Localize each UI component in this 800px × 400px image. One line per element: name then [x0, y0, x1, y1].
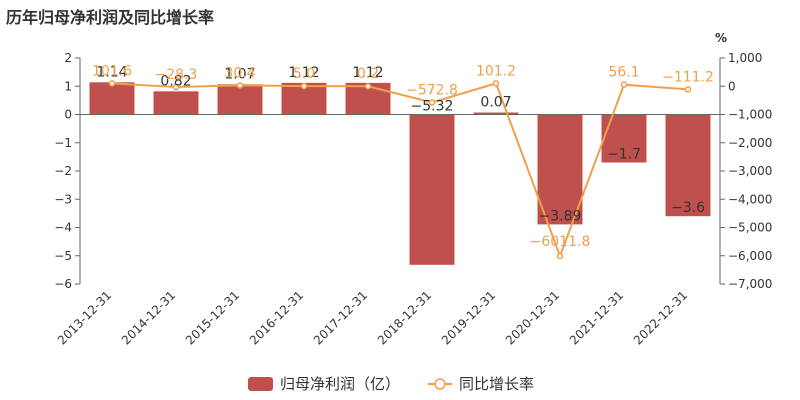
left-tick-label: −3 — [54, 192, 72, 206]
left-tick-label: −4 — [54, 221, 72, 235]
bar[interactable] — [409, 114, 455, 265]
x-tick-label: 2019-12-31 — [439, 288, 498, 347]
right-tick-label: −2,000 — [728, 136, 772, 150]
line-value-label: 0.2 — [357, 66, 379, 82]
legend-line-marker — [434, 378, 446, 390]
bar-value-label: −3.89 — [539, 208, 582, 224]
right-axis-unit: % — [715, 31, 727, 45]
bar-value-label: −3.6 — [671, 200, 705, 216]
right-tick-label: −1,000 — [728, 108, 772, 122]
bar-value-label: −1.7 — [607, 147, 641, 163]
line-value-label: −572.8 — [406, 82, 458, 98]
bar-value-label: −5.32 — [411, 99, 454, 115]
bar-value-label: 0.07 — [480, 95, 511, 111]
line-value-label: 56.1 — [608, 65, 639, 81]
line-point[interactable] — [684, 86, 692, 93]
right-tick-label: −7,000 — [728, 277, 772, 291]
bar[interactable] — [537, 114, 583, 225]
right-tick-label: 0 — [728, 79, 736, 93]
line-value-label: 5.0 — [293, 66, 315, 82]
left-tick-label: −5 — [54, 249, 72, 263]
line-value-label: −28.3 — [155, 67, 198, 83]
right-y-axis: 1,000 0 −1,000 −2,000 −3,000 −4,000 −5,000 −6,0… — [715, 31, 772, 291]
line-point[interactable] — [172, 83, 180, 91]
x-tick-label: 2016-12-31 — [247, 288, 306, 347]
line-point[interactable] — [556, 252, 564, 260]
line-value-label: −111.2 — [662, 69, 714, 85]
chart-title: 历年归母净利润及同比增长率 — [6, 8, 215, 27]
right-tick-label: −4,000 — [728, 192, 772, 206]
line-value-label: 101.6 — [92, 63, 132, 79]
data-labels: 1.14 0.82 1.07 1.12 1.12 −5.32 0.07 −3.89 −1.7 −3… — [92, 63, 714, 250]
x-tick-label: 2013-12-31 — [55, 288, 114, 347]
bar-value-label: 1.12 — [288, 65, 319, 81]
bar[interactable] — [665, 114, 711, 217]
line-value-label: 30.4 — [224, 65, 255, 81]
legend-bar-swatch — [248, 377, 273, 391]
bar[interactable] — [89, 82, 135, 115]
left-tick-label: −6 — [54, 277, 72, 291]
line-point[interactable] — [428, 99, 436, 106]
legend-line-label[interactable]: 同比增长率 — [459, 375, 534, 393]
line-point[interactable] — [364, 82, 372, 90]
x-tick-label: 2014-12-31 — [119, 288, 178, 347]
growth-line — [111, 82, 689, 259]
x-tick-label: 2021-12-31 — [567, 288, 626, 347]
line-value-label: −6011.8 — [530, 234, 591, 250]
x-tick-label: 2018-12-31 — [375, 288, 434, 347]
right-tick-label: −3,000 — [728, 164, 772, 178]
left-tick-label: 2 — [64, 51, 72, 65]
x-tick-label: 2017-12-31 — [311, 288, 370, 347]
x-tick-label: 2015-12-31 — [183, 288, 242, 347]
line-point[interactable] — [300, 82, 308, 90]
bar[interactable] — [473, 112, 519, 115]
line-point[interactable] — [620, 81, 628, 88]
bar[interactable] — [153, 91, 199, 115]
left-tick-label: −2 — [54, 164, 72, 178]
bar-value-label: 1.12 — [352, 65, 383, 81]
line-point[interactable] — [108, 80, 116, 87]
line-point[interactable] — [492, 80, 500, 87]
left-tick-label: 0 — [64, 108, 72, 122]
bar-value-label: 0.82 — [160, 73, 191, 89]
left-tick-label: −1 — [54, 136, 72, 150]
left-y-axis: 2 1 0 −1 −2 −3 −4 −5 −6 — [54, 51, 81, 291]
bar-series — [89, 82, 711, 265]
right-tick-label: −5,000 — [728, 221, 772, 235]
line-series — [108, 80, 692, 260]
right-tick-label: −6,000 — [728, 249, 772, 263]
x-tick-label: 2022-12-31 — [631, 288, 690, 347]
line-point[interactable] — [236, 82, 244, 89]
legend-bar-label[interactable]: 归母净利润（亿） — [280, 375, 400, 393]
line-value-label: 101.2 — [476, 63, 516, 79]
legend[interactable]: 归母净利润（亿） 同比增长率 — [248, 375, 534, 393]
bar-value-label: 1.07 — [224, 66, 255, 82]
right-tick-label: 1,000 — [728, 51, 762, 65]
bar-value-label: 1.14 — [96, 64, 127, 80]
left-tick-label: 1 — [64, 79, 72, 93]
x-tick-label: 2020-12-31 — [503, 288, 562, 347]
bar[interactable] — [217, 84, 263, 115]
